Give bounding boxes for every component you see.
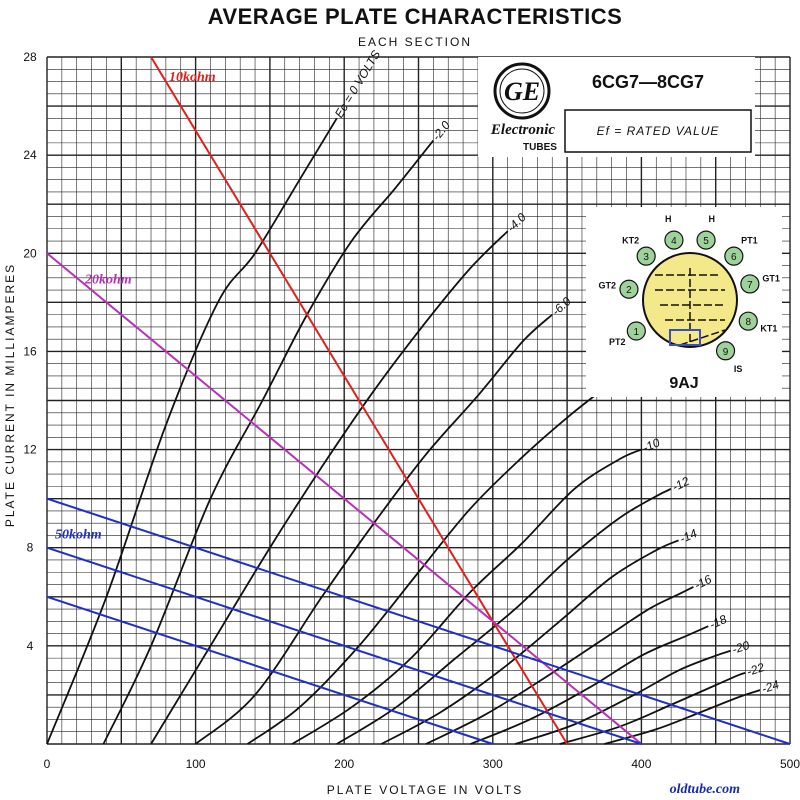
ge-logo-icon bbox=[493, 62, 551, 120]
plate-curve bbox=[470, 625, 709, 745]
curve-label: -22 bbox=[745, 660, 766, 679]
plate-curve bbox=[336, 488, 672, 745]
pin-number: 2 bbox=[626, 285, 632, 296]
plate-curve bbox=[46, 117, 338, 745]
pin-icon bbox=[626, 321, 646, 341]
pin-icon bbox=[696, 230, 716, 250]
y-tick-label: 28 bbox=[23, 50, 37, 64]
plate-curve bbox=[559, 671, 746, 745]
pin-number: 9 bbox=[723, 347, 729, 358]
load-line bbox=[150, 56, 568, 745]
pin-label: PT1 bbox=[741, 236, 758, 246]
x-tick-label: 200 bbox=[334, 757, 354, 771]
ge-logo-sub: TUBES bbox=[523, 142, 557, 153]
pin-number: 3 bbox=[643, 252, 649, 263]
curve-label: -20 bbox=[730, 638, 751, 657]
plate-curve bbox=[150, 230, 509, 745]
plate-curve bbox=[604, 689, 761, 745]
tube-type: 6CG7—8CG7 bbox=[592, 72, 704, 92]
load-line bbox=[46, 497, 791, 745]
pin-number: 5 bbox=[703, 236, 709, 247]
brand-box: GE Electronic TUBES 6CG7—8CG7 Ef = RATED… bbox=[478, 57, 755, 157]
pin-icon bbox=[740, 274, 760, 294]
ge-logo-word: Electronic bbox=[490, 122, 556, 138]
pin-icon bbox=[715, 341, 736, 361]
pin-icon bbox=[738, 311, 758, 331]
ge-logo-letters: GE bbox=[504, 77, 540, 106]
plate-curve bbox=[514, 649, 731, 745]
curve-label: -16 bbox=[692, 572, 714, 592]
basing-code: 9AJ bbox=[669, 375, 698, 392]
plate-curve bbox=[291, 448, 642, 745]
x-axis-label: PLATE VOLTAGE IN VOLTS bbox=[327, 783, 523, 797]
pin-number: 6 bbox=[731, 252, 737, 263]
load-line-label: 50kohm bbox=[55, 528, 102, 543]
plate-curve bbox=[247, 387, 605, 745]
chart-subtitle: EACH SECTION bbox=[358, 35, 472, 49]
y-tick-label: 16 bbox=[23, 344, 37, 358]
plate-curve bbox=[102, 139, 435, 745]
pin-label: GT2 bbox=[599, 280, 617, 290]
ef-rated-value: Ef = RATED VALUE bbox=[597, 124, 720, 138]
curve-label: -24 bbox=[760, 677, 781, 696]
x-tick-label: 300 bbox=[483, 757, 503, 771]
load-lines: 10kohm 20kohm 50kohm bbox=[46, 56, 791, 745]
pin-icon bbox=[664, 230, 684, 250]
pin-label: H bbox=[665, 214, 672, 224]
pin-label: H bbox=[708, 214, 715, 224]
curve-label: -10 bbox=[640, 435, 662, 455]
load-line bbox=[46, 546, 642, 745]
y-tick-label: 20 bbox=[23, 246, 37, 260]
pin-icon bbox=[619, 279, 639, 299]
y-tick-label: 4 bbox=[27, 639, 34, 653]
pin-label: PT2 bbox=[609, 337, 626, 347]
load-line bbox=[46, 595, 494, 745]
basing-diagram: 1 PT2 2 GT2 3 KT2 4 H 5 H 6 PT1 7 GT1 8 KT1 9 IS 9AJ bbox=[586, 207, 782, 397]
curve-label: -14 bbox=[678, 526, 700, 546]
pin-number: 1 bbox=[634, 327, 640, 338]
watermark: oldtube.com bbox=[670, 782, 740, 797]
curve-label: -18 bbox=[707, 612, 729, 632]
y-tick-label: 12 bbox=[23, 443, 37, 457]
pin-label: GT1 bbox=[762, 273, 780, 283]
pin-number: 7 bbox=[747, 280, 753, 291]
y-axis-label: PLATE CURRENT IN MILLIAMPERES bbox=[3, 263, 17, 527]
curve-label: -2.0 bbox=[429, 118, 453, 143]
plate-curve bbox=[195, 313, 553, 745]
pin-number: 4 bbox=[671, 236, 677, 247]
load-line-label: 20kohm bbox=[84, 272, 132, 287]
x-tick-label: 400 bbox=[631, 757, 651, 771]
chart-title: AVERAGE PLATE CHARACTERISTICS bbox=[208, 4, 623, 29]
y-tick-label: 8 bbox=[27, 541, 34, 555]
plate-curve bbox=[380, 539, 679, 745]
curve-label: -12 bbox=[670, 474, 692, 494]
pin-label: KT2 bbox=[622, 236, 639, 246]
pin-icon bbox=[724, 246, 744, 266]
x-tick-label: 0 bbox=[44, 757, 51, 771]
x-tick-label: 500 bbox=[780, 757, 800, 771]
y-tick-label: 24 bbox=[23, 148, 37, 162]
pin-icon bbox=[636, 246, 656, 266]
pin-label: KT1 bbox=[760, 324, 777, 334]
tube-socket-icon bbox=[642, 252, 738, 348]
pin-number: 8 bbox=[745, 317, 751, 328]
load-line-label: 10kohm bbox=[169, 70, 216, 85]
plate-curve bbox=[425, 586, 694, 745]
curve-label: Ec = 0 VOLTS bbox=[332, 48, 383, 120]
pin-label: IS bbox=[734, 364, 743, 374]
x-tick-label: 100 bbox=[186, 757, 206, 771]
